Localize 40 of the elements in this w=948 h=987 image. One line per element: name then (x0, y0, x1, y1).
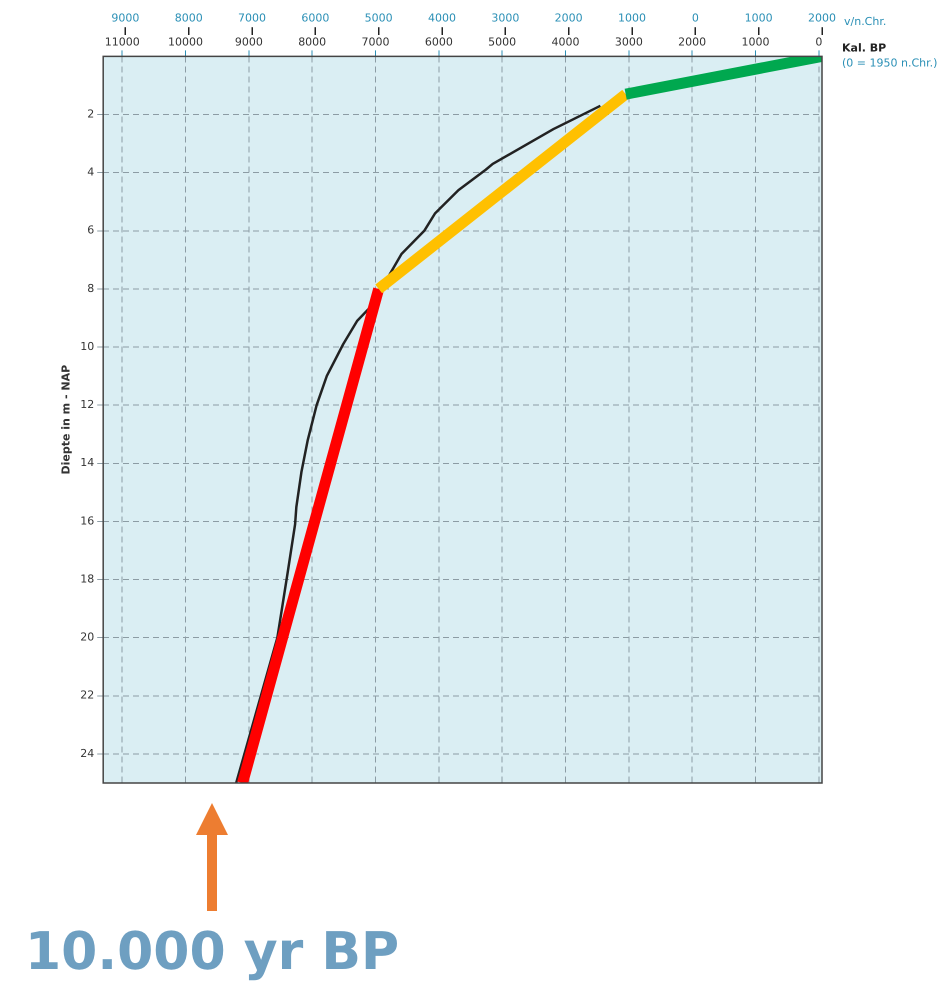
x-tick-label: 4000 (552, 36, 580, 49)
x-tick-label: 11000 (104, 36, 140, 49)
x2-tick-label: 1000 (744, 11, 773, 24)
y-tick-label: 20 (80, 630, 94, 644)
y-tick-label: 24 (80, 746, 94, 760)
x-tick-label: 10000 (168, 36, 204, 49)
y-tick-label: 6 (87, 224, 94, 237)
x-tick-label: 0 (815, 36, 822, 49)
y-tick-label: 16 (80, 514, 94, 528)
y-tick-label: 4 (87, 166, 94, 179)
x2-tick-label: 7000 (238, 11, 266, 24)
x2-tick-label: 3000 (491, 11, 520, 24)
x-tick-label: 9000 (234, 36, 263, 49)
x-tick-label: 8000 (298, 36, 326, 49)
x-tick-label: 1000 (742, 36, 770, 49)
x2-tick-label: 1000 (618, 11, 646, 24)
y-tick-label: 22 (80, 688, 94, 702)
text: 10.000 yr BP (25, 922, 400, 982)
y-tick-label: 14 (80, 456, 94, 470)
x2-tick-label: 9000 (111, 11, 140, 24)
x2-axis-title: v/n.Chr. (844, 14, 886, 28)
y-axis-title: Diepte in m - NAP (59, 364, 72, 475)
x2-tick-label: 2000 (554, 11, 583, 24)
x-tick-label: 7000 (362, 36, 390, 49)
x2-tick-label: 5000 (364, 11, 393, 24)
x2-tick-label: 8000 (174, 11, 203, 24)
x2-tick-label: 4000 (428, 11, 456, 24)
x-tick-label: 6000 (424, 36, 453, 49)
y-tick-label: 18 (80, 572, 94, 586)
x-axis-title: Kal. BP (0 = 1950 n.Chr.) (842, 41, 938, 70)
x2-tick-label: 6000 (301, 11, 330, 24)
x-tick-label: 3000 (614, 36, 643, 49)
x-tick-label: 2000 (678, 36, 706, 49)
x2-tick-label: 0 (692, 11, 699, 24)
y-tick-label: 2 (87, 107, 94, 120)
x2-tick-label: 2000 (808, 11, 836, 24)
y-tick-label: 8 (87, 282, 94, 295)
y-tick-label: 12 (80, 398, 94, 412)
x-tick-label: 5000 (488, 36, 516, 49)
y-tick-label: 10 (80, 340, 94, 353)
